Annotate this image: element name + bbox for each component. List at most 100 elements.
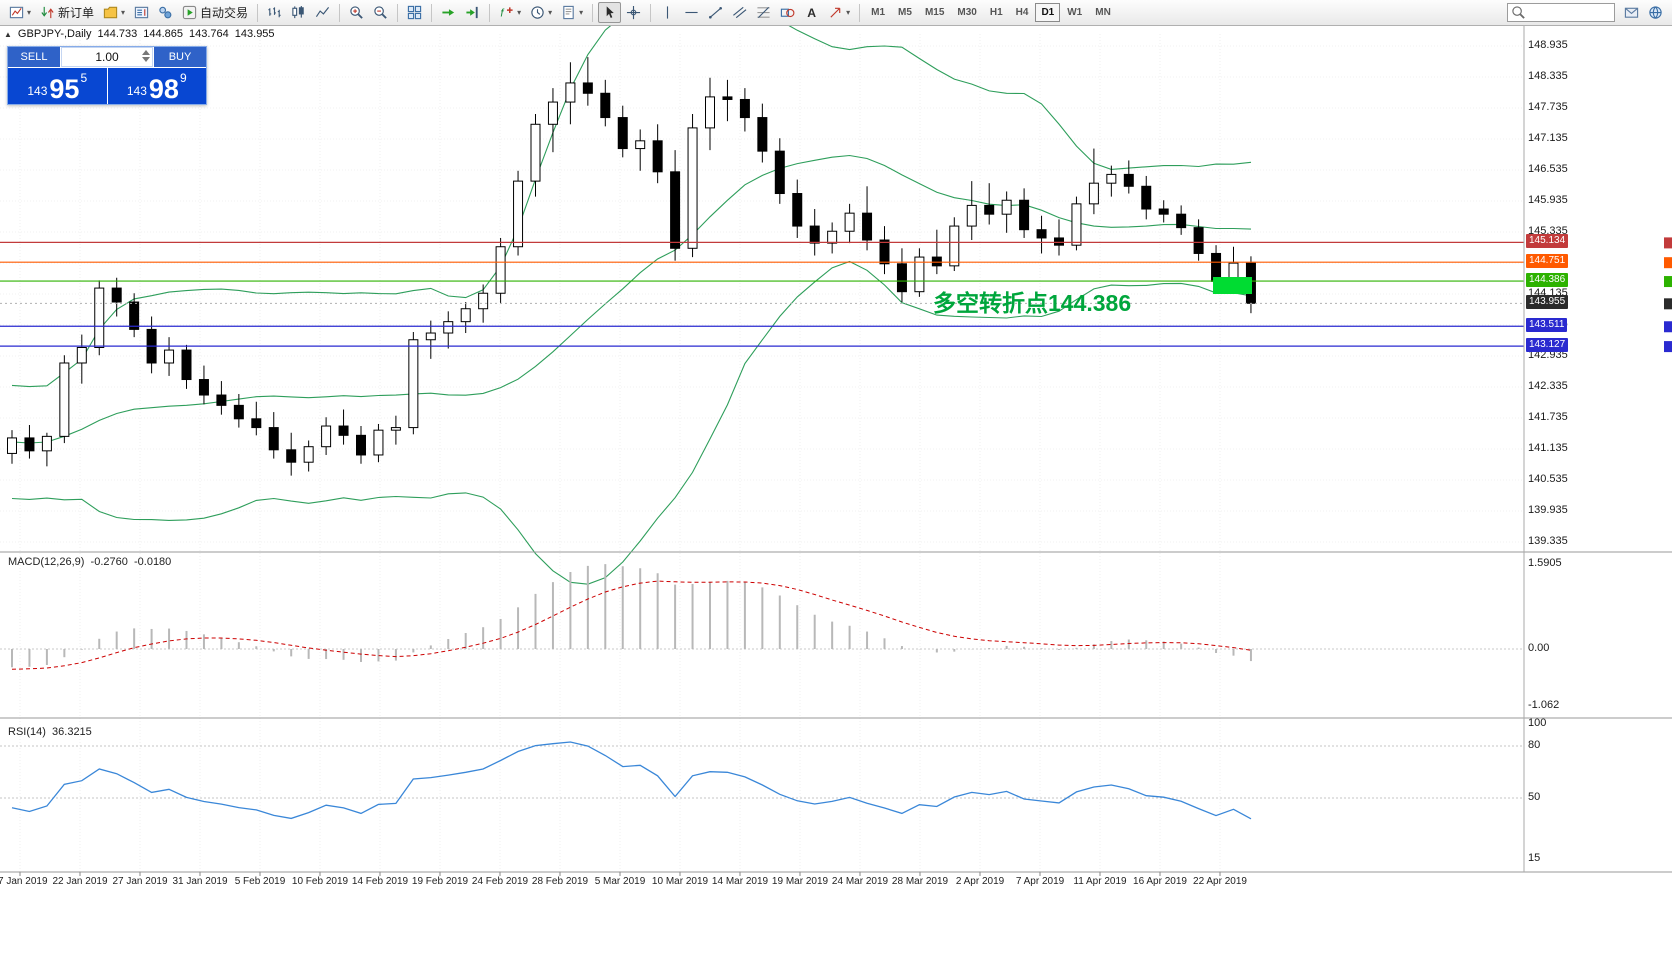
svg-text:A: A [807, 6, 816, 20]
globe-icon [1648, 5, 1663, 20]
autotrade-icon [182, 5, 197, 20]
caret-down-icon: ▾ [27, 7, 32, 17]
period-d1-button[interactable]: D1 [1035, 3, 1061, 22]
toolbar-separator [859, 3, 861, 22]
ohlc-high: 144.865 [143, 28, 184, 40]
volume-field[interactable]: 1.00 [61, 47, 153, 67]
zoom-out-button[interactable] [369, 2, 392, 23]
channel-icon [732, 5, 747, 20]
macd-label: MACD(12,26,9) -0.2760 -0.0180 [8, 556, 171, 568]
indicators-button[interactable]: f ▾ [495, 2, 525, 23]
period-w1-button[interactable]: W1 [1067, 7, 1083, 18]
period-m30-button[interactable]: M30 [957, 7, 977, 18]
channel-tool-button[interactable] [728, 2, 751, 23]
navigator-icon [158, 5, 173, 20]
ohlc-low: 143.764 [189, 28, 229, 40]
toolbar-separator [431, 3, 433, 22]
indicators-icon: f [499, 5, 514, 20]
search-box [1507, 3, 1615, 22]
period-mn-button[interactable]: MN [1095, 7, 1111, 18]
vline-icon [660, 5, 675, 20]
text-a-icon: A [804, 5, 819, 20]
market-watch-button[interactable] [130, 2, 153, 23]
fibo-icon [756, 5, 771, 20]
price-chart-canvas[interactable] [0, 26, 1672, 953]
oneclick-toggle-icon[interactable]: ▲ [4, 29, 12, 39]
sell-big-figure: 143 [27, 83, 48, 98]
period-m15-button[interactable]: M15 [924, 7, 945, 18]
shapes-tool-button[interactable] [776, 2, 799, 23]
candles-series[interactable] [7, 57, 1256, 476]
candles-icon [291, 5, 306, 20]
sell-price-button[interactable]: 143 95 5 [8, 68, 107, 104]
caret-down-icon: ▾ [846, 7, 851, 17]
fibonacci-tool-button[interactable] [752, 2, 775, 23]
periods-menu-button[interactable]: ▾ [526, 2, 556, 23]
search-input[interactable] [1529, 6, 1611, 19]
one-click-trading-panel: SELL 1.00 BUY 143 95 5 143 98 9 [7, 46, 207, 105]
rsi-line [11, 741, 1252, 820]
autotrading-label: 自动交易 [200, 6, 249, 20]
candlestick-mode-button[interactable] [287, 2, 310, 23]
new-order-label: 新订单 [58, 6, 95, 20]
autotrading-button[interactable]: 自动交易 [178, 2, 252, 23]
market-watch-icon [134, 5, 149, 20]
buy-button[interactable]: BUY [154, 47, 206, 67]
profiles-button[interactable]: ▾ [99, 2, 129, 23]
arrows-tool-button[interactable]: ▾ [824, 2, 854, 23]
symbol-period-label: GBPJPY-,Daily [17, 28, 92, 40]
mail-icon [1624, 5, 1639, 20]
chart-shift-button[interactable] [461, 2, 484, 23]
profiles-icon [103, 5, 118, 20]
period-h1-button[interactable]: H1 [989, 7, 1003, 18]
toolbar-separator [592, 3, 594, 22]
rsi-value: 36.3215 [52, 726, 92, 738]
level-lines[interactable] [0, 241, 1524, 347]
buy-pips: 98 [148, 73, 179, 104]
spinner-up-icon[interactable] [142, 50, 150, 55]
trendline-tool-button[interactable] [704, 2, 727, 23]
volume-value: 1.00 [95, 50, 119, 64]
vertical-line-tool-button[interactable] [656, 2, 679, 23]
template-icon [561, 5, 576, 20]
templates-button[interactable]: ▾ [557, 2, 587, 23]
macd-histogram [0, 564, 1524, 668]
crosshair-tool-button[interactable] [622, 2, 645, 23]
volume-spinner[interactable] [142, 50, 150, 62]
svg-text:f: f [500, 7, 505, 19]
period-m1-button[interactable]: M1 [871, 7, 886, 18]
buy-price-button[interactable]: 143 98 9 [107, 68, 206, 104]
toolbar: ▾ 新订单 ▾ 自动交易 f ▾ ▾ ▾ A ▾ M1 M5 M15 M30 H1 H4 D1 W1 MN [0, 0, 1672, 26]
rsi-name: RSI(14) [8, 726, 46, 738]
inbox-button[interactable] [1620, 2, 1643, 23]
tile-windows-button[interactable] [403, 2, 426, 23]
macd-name: MACD(12,26,9) [8, 556, 85, 568]
buy-big-figure: 143 [126, 83, 147, 98]
sell-button[interactable]: SELL [8, 47, 60, 67]
new-chart-button[interactable]: ▾ [5, 2, 35, 23]
bar-chart-mode-button[interactable] [263, 2, 286, 23]
zoom-out-icon [373, 5, 388, 20]
text-tool-button[interactable]: A [800, 2, 823, 23]
cursor-tool-button[interactable] [598, 2, 622, 23]
new-chart-icon [9, 5, 24, 20]
buy-pipette: 9 [179, 71, 187, 85]
period-m5-button[interactable]: M5 [898, 7, 912, 18]
new-order-button[interactable]: 新订单 [36, 2, 98, 23]
navigator-button[interactable] [154, 2, 177, 23]
arrows-icon [828, 5, 843, 20]
toolbar-separator [650, 3, 652, 22]
toolbar-separator [397, 3, 399, 22]
ohlc-close: 143.955 [234, 28, 275, 40]
tile-icon [407, 5, 422, 20]
line-chart-icon [315, 5, 330, 20]
cursor-icon [602, 5, 617, 20]
community-button[interactable] [1644, 2, 1667, 23]
auto-scroll-button[interactable] [437, 2, 460, 23]
zoom-in-button[interactable] [345, 2, 368, 23]
chart-header: ▲ GBPJPY-,Daily 144.733 144.865 143.764 … [4, 28, 275, 40]
horizontal-line-tool-button[interactable] [680, 2, 703, 23]
line-chart-mode-button[interactable] [311, 2, 334, 23]
period-h4-button[interactable]: H4 [1015, 7, 1029, 18]
spinner-down-icon[interactable] [142, 57, 150, 62]
